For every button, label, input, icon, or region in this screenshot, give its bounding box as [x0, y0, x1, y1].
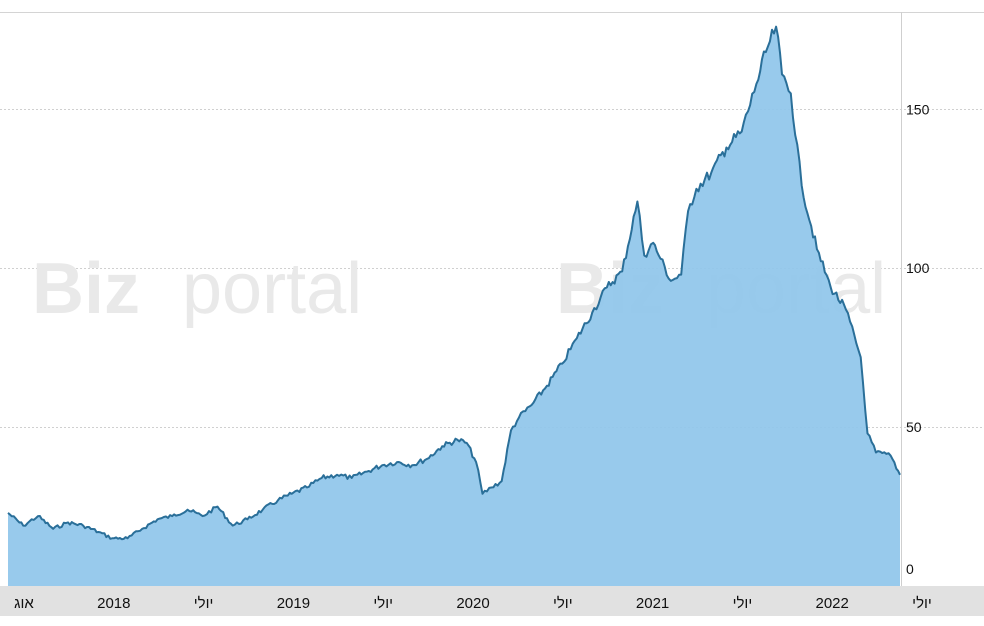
- y-tick-label: 0: [906, 561, 914, 577]
- price-series: [7, 25, 901, 586]
- x-tick-label: 2018: [97, 595, 130, 612]
- x-tick-label: 2019: [277, 595, 310, 612]
- x-tick-label: 2021: [636, 595, 669, 612]
- x-tick-label: יולי: [373, 595, 393, 612]
- y-axis-ticks: 0 50 100 150: [906, 101, 930, 577]
- y-tick-label: 50: [906, 419, 922, 435]
- x-axis-ticks: אוג 2018 יולי 2019 יולי 2020 יולי 2021 יולי 2022 י…: [14, 595, 932, 612]
- x-tick-label: אוג: [14, 595, 34, 612]
- watermark-left-bold: Biz: [32, 249, 140, 329]
- watermark-left-light: portal: [182, 249, 362, 329]
- x-tick-label: יולי: [733, 595, 753, 612]
- y-tick-label: 150: [906, 101, 930, 117]
- x-tick-label: 2022: [816, 595, 849, 612]
- price-line: [7, 25, 901, 541]
- y-tick-label: 100: [906, 260, 930, 276]
- x-tick-label: יולי: [194, 595, 214, 612]
- x-tick-label: 2020: [456, 595, 489, 612]
- x-axis-band: [0, 586, 984, 616]
- x-tick-label: יולי: [912, 595, 932, 612]
- x-tick-label: יולי: [553, 595, 573, 612]
- price-area: [8, 26, 900, 586]
